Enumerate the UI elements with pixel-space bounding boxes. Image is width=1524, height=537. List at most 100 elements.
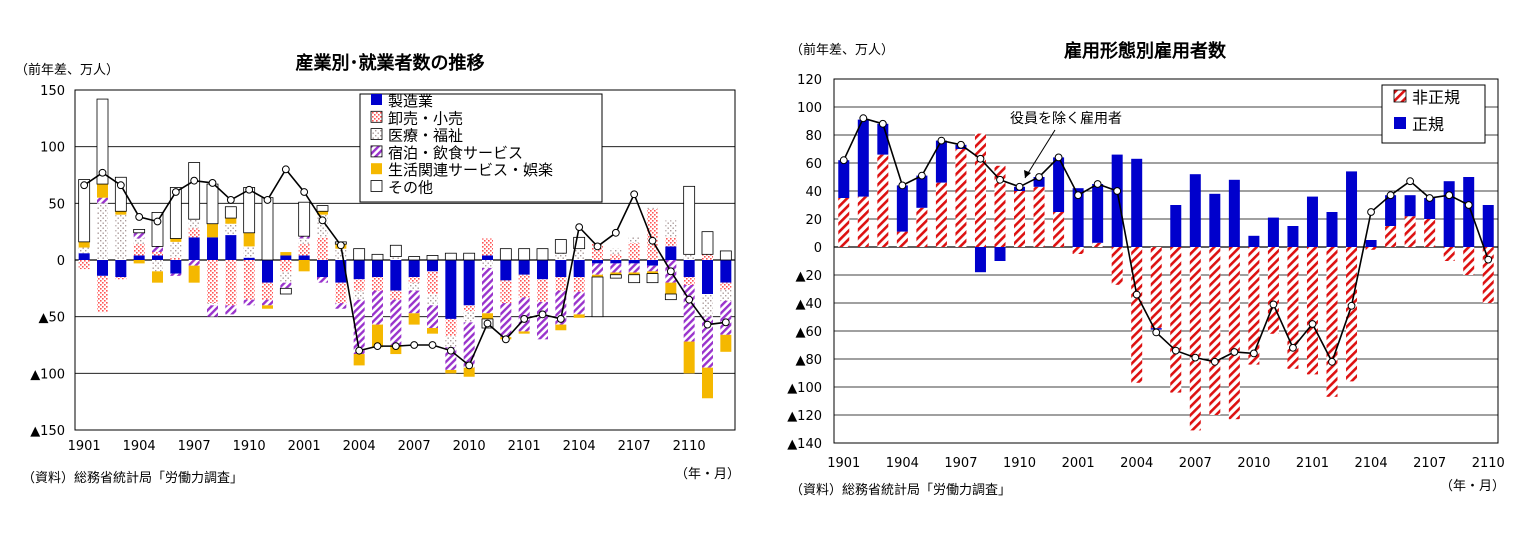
bar-segment <box>1267 217 1279 247</box>
bar-segment <box>262 260 273 283</box>
bar-segment <box>573 248 585 260</box>
bar-segment <box>1326 212 1338 247</box>
line-point <box>1425 194 1434 202</box>
bar-segment <box>444 252 457 261</box>
bar-segment <box>353 299 365 355</box>
x-tick-label: 2007 <box>1179 456 1212 471</box>
line-point <box>839 156 848 165</box>
source-note: （資料）総務省統計局「労働力調査」 <box>22 470 243 486</box>
bar-segment <box>573 277 585 292</box>
bar-segment <box>499 248 512 261</box>
bar-segment <box>97 275 108 313</box>
bar-segment <box>188 237 200 260</box>
bar-segment <box>665 246 677 260</box>
total-line <box>80 165 730 370</box>
bar-segment <box>935 182 947 247</box>
bar-segment <box>896 185 908 232</box>
line-point <box>1328 357 1336 366</box>
bar-segment <box>702 254 713 260</box>
legend-label: 製造業 <box>388 92 433 110</box>
bar-segment <box>97 197 108 204</box>
bar-segment <box>1404 216 1416 247</box>
legend-box <box>359 93 603 203</box>
y-tick-label: ▲140 <box>787 437 822 452</box>
line-point <box>1269 300 1278 309</box>
bar-segment <box>877 123 889 155</box>
bar-segment <box>592 274 603 277</box>
bar-segment <box>152 260 163 272</box>
y-tick-label: 100 <box>797 101 822 116</box>
legend-swatch <box>370 128 383 141</box>
bar-segment <box>555 260 567 277</box>
bar-segment <box>152 246 163 253</box>
bar-segment <box>701 231 714 255</box>
bar-segment <box>225 235 237 260</box>
bar-segment <box>280 260 292 272</box>
bar-segment <box>1111 247 1123 285</box>
line-point <box>245 185 254 194</box>
source-note: （資料）総務省統計局「労働力調査」 <box>790 482 1011 498</box>
line-point <box>1132 290 1141 299</box>
y-tick-label: 20 <box>805 213 822 228</box>
bar-segment <box>353 279 365 291</box>
bar-segment <box>537 279 548 302</box>
y-tick-label: ▲100 <box>30 367 65 382</box>
bar-segment <box>170 238 182 242</box>
bar-segment <box>838 160 850 198</box>
bar-segment <box>683 260 695 277</box>
line-point <box>1249 349 1258 358</box>
bar-segment <box>115 260 127 277</box>
bar-segment <box>610 263 622 273</box>
bar-segment <box>1228 179 1240 247</box>
x-tick-label: 1901 <box>827 456 860 471</box>
bar-segment <box>1424 198 1436 219</box>
x-tick-label: 2101 <box>508 439 541 454</box>
line-point <box>501 335 510 344</box>
legend-swatch <box>371 94 382 105</box>
bar-segment <box>482 260 493 268</box>
bar-segment <box>647 207 658 209</box>
bar-segment <box>1131 158 1143 247</box>
bar-segment <box>628 243 640 260</box>
y-tick-label: 150 <box>40 84 65 99</box>
bar-segment <box>97 260 108 276</box>
bar-segment <box>518 274 530 298</box>
bar-segment <box>665 220 677 238</box>
bar-segment <box>390 256 402 260</box>
bar-segment <box>628 237 640 243</box>
bar-segment <box>896 231 908 247</box>
bar-segment <box>1287 226 1299 247</box>
line-point <box>611 228 620 237</box>
line-point <box>1152 328 1161 337</box>
bar-segment <box>628 274 641 284</box>
line-point <box>1210 357 1219 366</box>
bar-segment <box>1346 247 1358 382</box>
bar-segment <box>683 254 695 260</box>
bar-segment <box>463 260 475 306</box>
bar-segment <box>317 277 328 283</box>
bar-segment <box>78 247 90 254</box>
line-point <box>1445 191 1454 200</box>
bar-segment <box>188 219 200 229</box>
bar-segment <box>518 331 530 334</box>
line-point <box>263 196 272 204</box>
bar-segment <box>500 303 512 338</box>
line-point <box>1093 180 1102 188</box>
bar-segment <box>1306 247 1318 375</box>
bar-segment <box>1209 247 1221 415</box>
bar-segment <box>1131 247 1143 383</box>
line-point <box>878 119 887 128</box>
annotation-label: 役員を除く雇用者 <box>1010 110 1122 127</box>
bar-segment <box>916 175 928 208</box>
y-tick-label: 120 <box>797 73 822 88</box>
bar-segment <box>463 252 476 261</box>
bar-segment <box>1267 247 1279 334</box>
line-point <box>1054 153 1063 162</box>
legend-label: 生活関連サービス・娯楽 <box>388 161 553 179</box>
line-point <box>1191 353 1200 362</box>
bar-segment <box>427 328 438 334</box>
bar-segment <box>1248 247 1260 365</box>
x-tick-label: 2104 <box>1355 456 1388 471</box>
bar-segment <box>115 211 127 215</box>
legend-swatch <box>1394 117 1406 129</box>
